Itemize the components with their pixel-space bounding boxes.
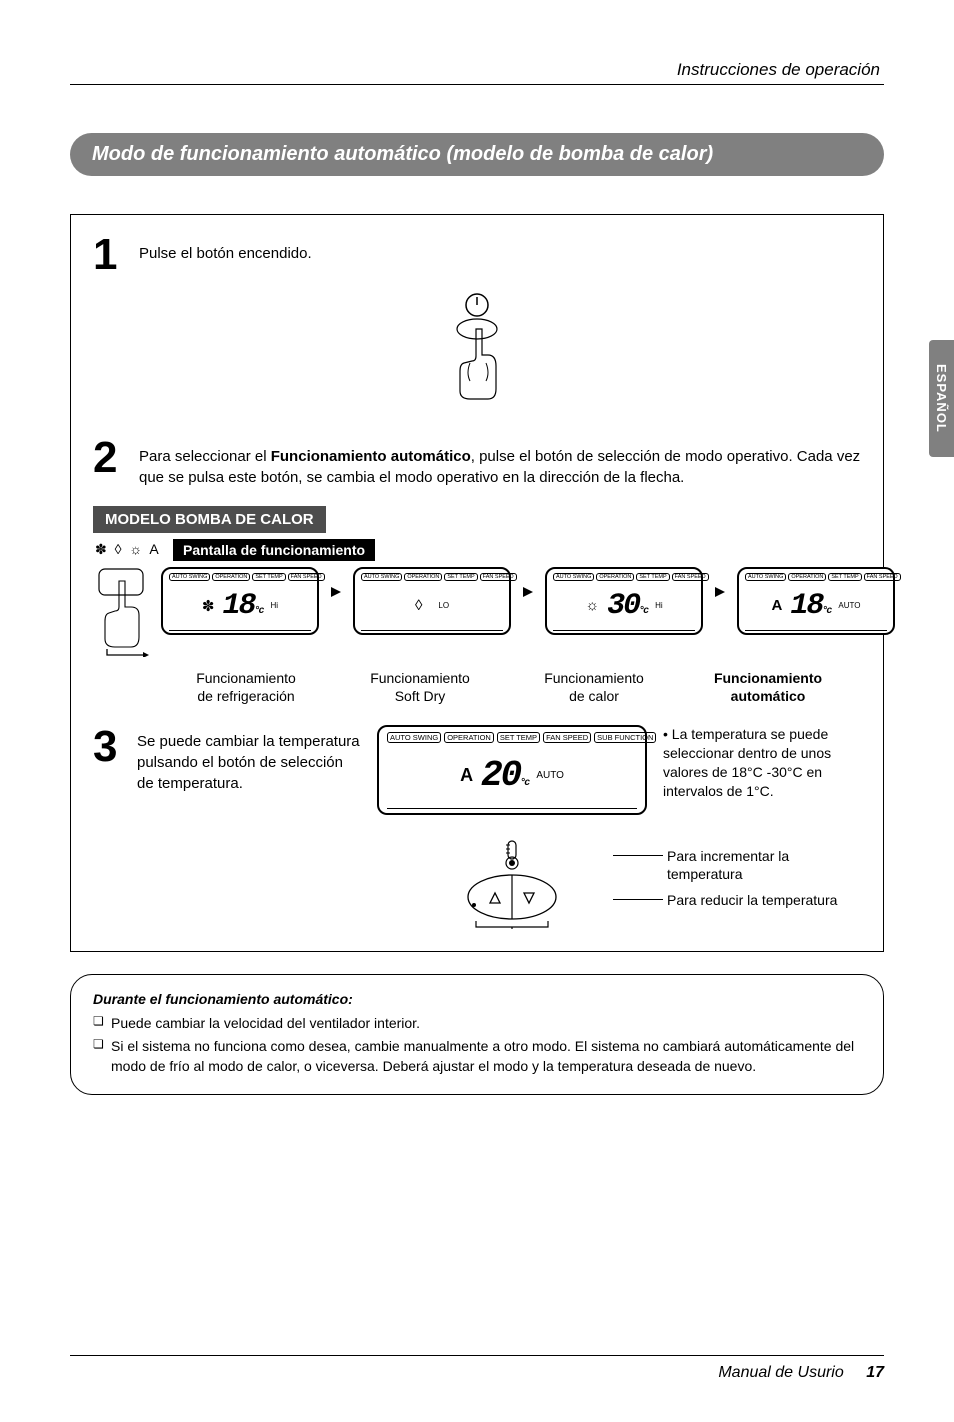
caption-line: automático [731,688,806,704]
caption-line: Funcionamiento [196,670,296,686]
step2-text-pre: Para seleccionar el [139,448,271,465]
header-section-title: Instrucciones de operación [70,60,884,80]
caption-line: de refrigeración [197,688,294,704]
lcd-label: AUTO SWING [553,573,594,581]
arrow-icon [519,567,537,599]
temp-buttons-icon [452,839,572,929]
lcd-temp: 18 [222,589,254,623]
lcd-label: AUTO SWING [387,732,441,743]
header-rule [70,84,884,85]
lcd-fan: LO [438,601,449,610]
lcd-fan: Hi [271,601,279,610]
lcd-unit: °c [639,606,647,617]
lcd-fan: Hi [655,601,663,610]
lcd-label: OPERATION [404,573,442,581]
lcd-temp: 30 [607,589,639,623]
mode-symbol: ☼ [585,597,599,614]
lcd-unit: °c [822,606,830,617]
lcd-label: FAN SPEED [864,573,901,581]
instruction-box: 1 Pulse el botón encendido. 2 Para selec… [70,214,884,952]
lcd-label: FAN SPEED [288,573,325,581]
step-number: 1 [93,233,129,277]
mode-symbols: ✽ ◊ ☼ A [93,539,163,558]
mode-button-hand [93,567,153,662]
model-badge: MODELO BOMBA DE CALOR [93,506,326,533]
note-item: Si el sistema no funciona como desea, ca… [93,1036,861,1077]
arrow-icon [711,567,729,599]
step-3: 3 Se puede cambiar la temperatura pulsan… [93,725,861,929]
lcd-display-softdry: AUTO SWING OPERATION SET TEMP FAN SPEED … [353,567,511,635]
lcd-label: SET TEMP [636,573,669,581]
lcd-label: SET TEMP [828,573,861,581]
step-2: 2 Para seleccionar el Funcionamiento aut… [93,436,861,488]
step-text: Se puede cambiar la temperatura pulsando… [137,725,361,794]
caption-line: Funcionamiento [544,670,644,686]
lcd-label: OPERATION [788,573,826,581]
lcd-label: SET TEMP [444,573,477,581]
display-panel-area: ✽ ◊ ☼ A Pantalla de funcionamiento [93,539,861,705]
lcd-label: SET TEMP [497,732,540,743]
mode-symbol: A [460,765,473,786]
arrow-icon [327,567,345,599]
mode-symbol: A [772,597,783,614]
lcd-label: SET TEMP [252,573,285,581]
lcd-label: FAN SPEED [672,573,709,581]
lcd-label: AUTO SWING [361,573,402,581]
lcd-display-step3: AUTO SWING OPERATION SET TEMP FAN SPEED … [377,725,647,815]
step-number: 3 [93,725,129,794]
step-text: Pulse el botón encendido. [139,233,861,264]
lcd-label: OPERATION [212,573,250,581]
temp-controls [377,839,647,929]
note-item: Puede cambiar la velocidad del ventilado… [93,1013,861,1033]
lcd-fan: AUTO [536,770,564,781]
lcd-label: FAN SPEED [543,732,591,743]
caption-line: Soft Dry [395,688,446,704]
page-header: Instrucciones de operación [70,60,884,85]
lcd-label: OPERATION [444,732,494,743]
language-side-tab: ESPAÑOL [929,340,954,457]
temp-range-note: • La temperatura se puede seleccionar de… [663,725,861,801]
panel-title: Pantalla de funcionamiento [173,539,375,561]
page-footer: Manual de Usurio 17 [70,1355,884,1382]
step-number: 2 [93,436,129,480]
caption-line: Funcionamiento [370,670,470,686]
power-button-illustration [93,291,861,406]
decrease-temp-label: Para reducir la temperatura [667,891,837,910]
caption-line: Funcionamiento [714,670,822,686]
lcd-captions: Funcionamiento de refrigeración Funcionam… [93,670,861,705]
note-title: Durante el funcionamiento automático: [93,989,861,1009]
lcd-label: AUTO SWING [169,573,210,581]
lcd-label: SUB FUNCTION [594,732,656,743]
caption-line: de calor [569,688,619,704]
footer-title: Manual de Usurio [718,1364,843,1381]
note-box: Durante el funcionamiento automático: Pu… [70,974,884,1095]
lcd-display-auto: AUTO SWING OPERATION SET TEMP FAN SPEED … [737,567,895,635]
lcd-label: AUTO SWING [745,573,786,581]
lcd-unit: °c [255,606,263,617]
step-1: 1 Pulse el botón encendido. [93,233,861,277]
power-hand-icon [442,291,512,401]
lcd-label: FAN SPEED [480,573,517,581]
mode-symbol: ◊ [415,597,422,614]
lcd-fan: AUTO [838,601,860,610]
mode-symbol: ✽ [202,597,215,615]
step2-text-bold: Funcionamiento automático [271,448,471,465]
lcd-display-cooling: AUTO SWING OPERATION SET TEMP FAN SPEED … [161,567,319,635]
lcd-unit: °c [520,778,528,789]
footer-page-number: 17 [866,1364,884,1381]
lcd-temp: 20 [481,755,520,796]
increase-temp-label: Para incrementar la temperatura [667,847,861,885]
lcd-temp: 18 [790,589,822,623]
lcd-label: OPERATION [596,573,634,581]
section-title-bar: Modo de funcionamiento automático (model… [70,133,884,176]
step3-right-col: • La temperatura se puede seleccionar de… [663,725,861,917]
step-text: Para seleccionar el Funcionamiento autom… [139,436,861,488]
lcd-display-heating: AUTO SWING OPERATION SET TEMP FAN SPEED … [545,567,703,635]
displays-row: AUTO SWING OPERATION SET TEMP FAN SPEED … [93,567,861,662]
